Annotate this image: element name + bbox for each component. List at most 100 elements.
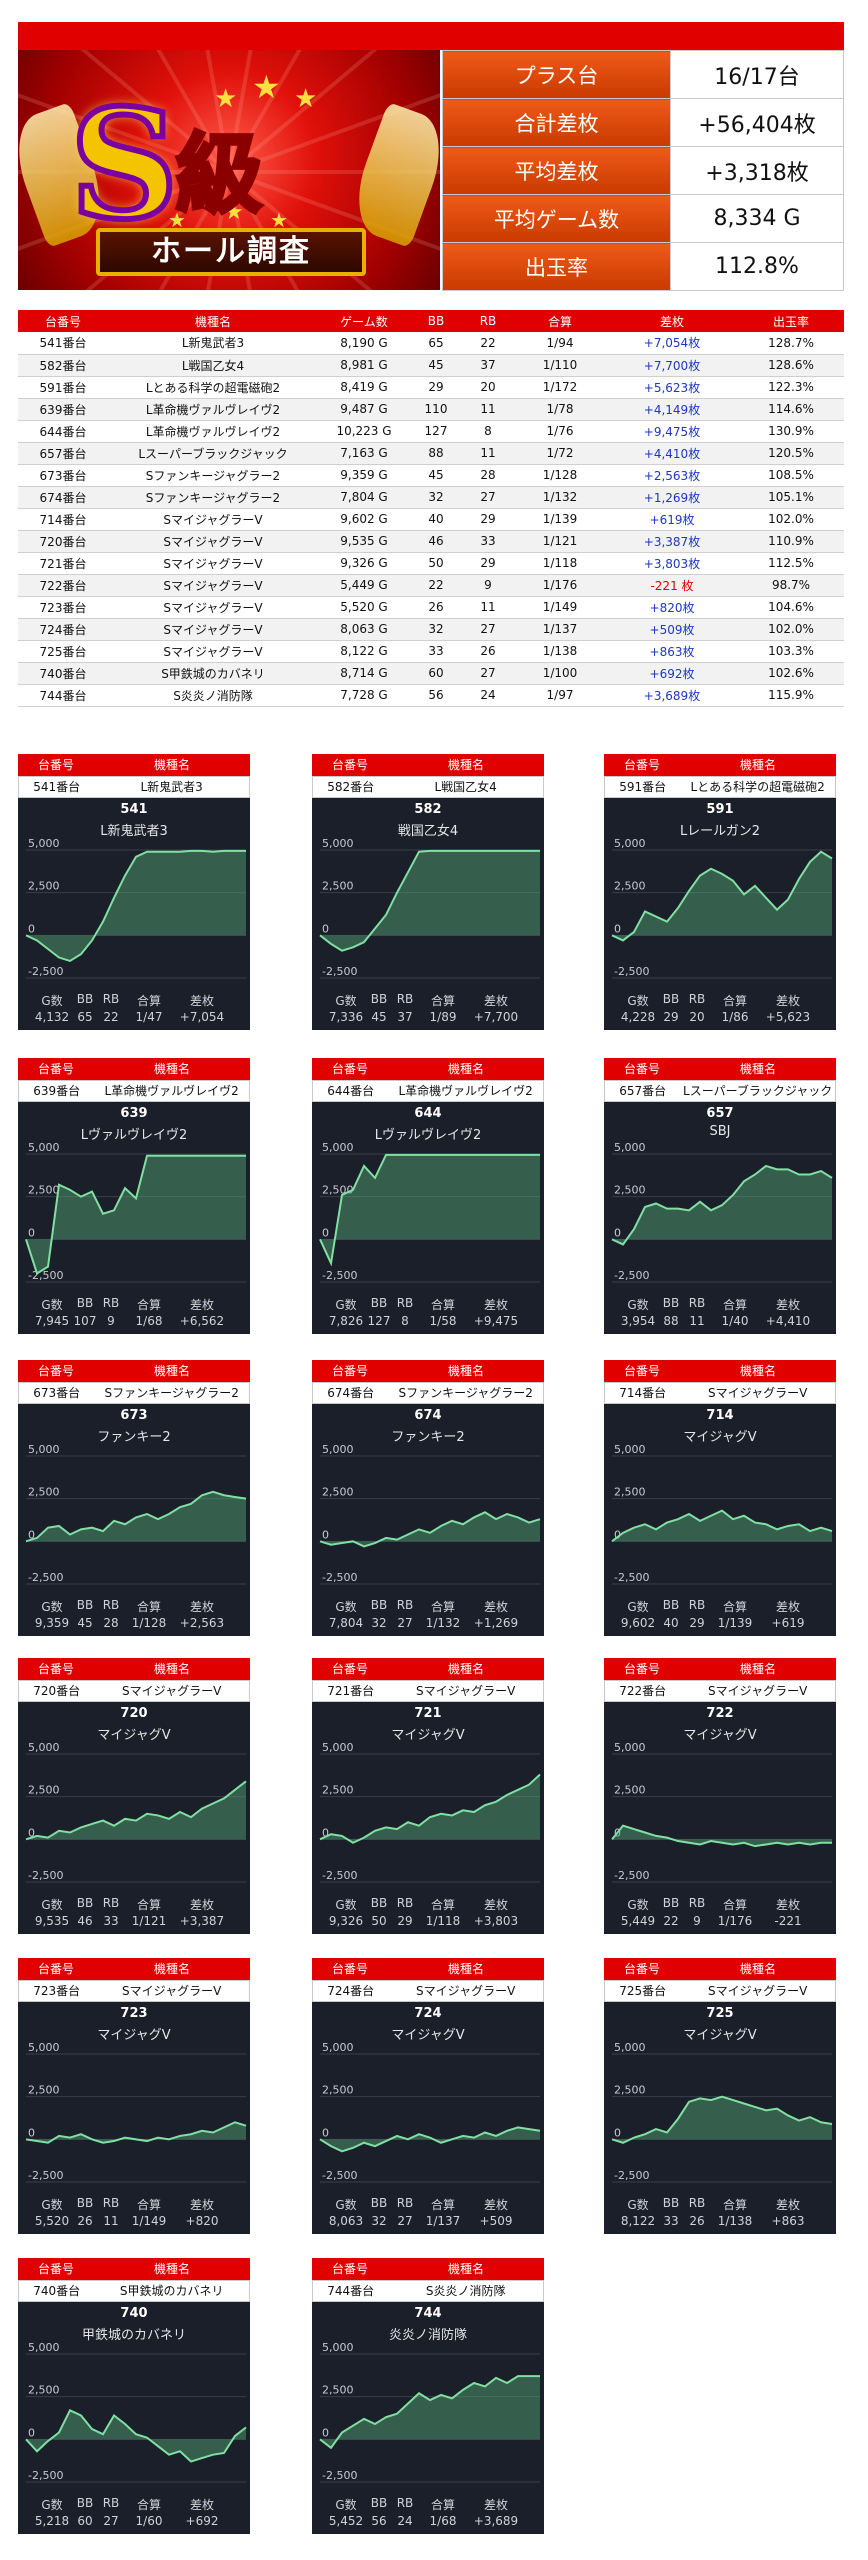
table-row: 723番台 SマイジャグラーV 5,520 G 26 11 1/149 +820枚 104.6… bbox=[18, 596, 844, 619]
cell-payout-rate: 103.3% bbox=[738, 640, 844, 663]
cell-payout-rate: 115.9% bbox=[738, 684, 844, 707]
payout-area bbox=[26, 2122, 246, 2143]
stat-bb-label: BB bbox=[76, 1598, 94, 1612]
card-graph-title: マイジャグV bbox=[97, 1728, 171, 1743]
card-machine-name: SマイジャグラーV bbox=[416, 1684, 516, 1698]
card-header-no: 台番号 bbox=[331, 1962, 368, 1976]
cell-machine-no: 639番台 bbox=[18, 398, 108, 421]
card-header: 台番号 機種名 bbox=[18, 1958, 250, 1980]
card-header: 台番号 機種名 bbox=[18, 2258, 250, 2280]
cell-combined: 1/128 bbox=[514, 464, 606, 487]
stat-rb-label: RB bbox=[688, 1896, 706, 1910]
summary-row: 出玉率 112.8% bbox=[442, 242, 844, 291]
y-tick-5000: 5,000 bbox=[28, 838, 60, 850]
table-row: 644番台 L革命機ヴァルヴレイヴ2 10,223 G 127 8 1/76 +9,475枚… bbox=[18, 420, 844, 443]
stat-combined-label: 合算 bbox=[722, 1298, 747, 1312]
y-tick-minus-2500: -2,500 bbox=[28, 2469, 63, 2482]
cell-rb: 11 bbox=[462, 596, 514, 619]
column-header: 台番号 bbox=[18, 310, 108, 332]
card-graph-title: ファンキー2 bbox=[97, 1430, 171, 1445]
cell-machine-no: 721番台 bbox=[18, 552, 108, 575]
y-tick-minus-2500: -2,500 bbox=[28, 965, 63, 978]
card-header-no: 台番号 bbox=[37, 1962, 74, 1976]
machine-card: 台番号 機種名 714番台 SマイジャグラーV 714 マイジャグV G数 BB RB 合算 差枚 9… bbox=[604, 1360, 836, 1636]
card-stat-values: 9,359 45 28 1/128 +2,563 bbox=[32, 1616, 246, 1630]
card-machine-info: 724番台 SマイジャグラーV bbox=[312, 1980, 544, 2002]
stat-bb-label: BB bbox=[76, 2496, 94, 2510]
card-machine-info: 541番台 L新鬼武者3 bbox=[18, 776, 250, 798]
stat-games-value: 7,826 bbox=[328, 1314, 364, 1328]
card-machine-no: 591番台 bbox=[619, 780, 667, 794]
card-stat-values: 5,218 60 27 1/60 +692 bbox=[32, 2514, 246, 2528]
cell-bb: 32 bbox=[410, 618, 462, 641]
card-machine-no: 674番台 bbox=[327, 1386, 375, 1400]
stat-rb-label: RB bbox=[396, 1296, 414, 1310]
card-header-no: 台番号 bbox=[623, 1062, 660, 1076]
card-graph-panel: 724 マイジャグV G数 BB RB 合算 差枚 8,063 32 27 1/137 +509 5,0… bbox=[312, 2002, 544, 2234]
card-graph-number: 639 bbox=[120, 1106, 148, 1121]
stat-bb-value: 56 bbox=[371, 2514, 387, 2528]
cell-combined: 1/149 bbox=[514, 596, 606, 619]
cell-machine-no: 644番台 bbox=[18, 420, 108, 443]
stat-bb-label: BB bbox=[662, 1896, 680, 1910]
payout-area bbox=[612, 1510, 832, 1542]
summary-value: +3,318枚 bbox=[670, 146, 844, 195]
card-machine-no: 724番台 bbox=[327, 1984, 375, 1998]
stat-diff-label: 差枚 bbox=[483, 994, 508, 1008]
stat-combined-label: 合算 bbox=[722, 994, 747, 1008]
card-stat-values: 5,520 26 11 1/149 +820 bbox=[32, 2214, 246, 2228]
cell-combined: 1/72 bbox=[514, 442, 606, 465]
card-graph-panel: 725 マイジャグV G数 BB RB 合算 差枚 8,122 33 26 1/138 +863 5,0… bbox=[604, 2002, 836, 2234]
card-machine-info: 591番台 Lとある科学の超電磁砲2 bbox=[604, 776, 836, 798]
stat-combined-label: 合算 bbox=[430, 994, 455, 1008]
stat-rb-value: 27 bbox=[397, 2214, 413, 2228]
cell-machine-name: L新鬼武者3 bbox=[108, 332, 318, 355]
cell-games: 8,063 G bbox=[318, 618, 410, 641]
cell-machine-name: Sファンキージャグラー2 bbox=[108, 486, 318, 509]
stat-combined-value: 1/86 bbox=[721, 1010, 749, 1024]
column-header: BB bbox=[410, 310, 462, 332]
stat-diff-label: 差枚 bbox=[483, 1298, 508, 1312]
stat-combined-value: 1/176 bbox=[717, 1914, 753, 1928]
cell-bb: 45 bbox=[410, 464, 462, 487]
cell-games: 8,981 G bbox=[318, 354, 410, 377]
stat-games-label: G数 bbox=[41, 1298, 63, 1312]
cell-rb: 22 bbox=[462, 332, 514, 355]
stat-games-value: 5,218 bbox=[34, 2514, 70, 2528]
card-line-chart: 5,000 2,500 0 -2,500 bbox=[611, 1444, 833, 1585]
summary-value: +56,404枚 bbox=[670, 98, 844, 147]
stat-bb-value: 107 bbox=[73, 1314, 97, 1328]
card-machine-name: L新鬼武者3 bbox=[140, 780, 203, 794]
payout-area bbox=[26, 2410, 246, 2462]
card-graph-title: マイジャグV bbox=[391, 2028, 465, 2043]
card-header-no: 台番号 bbox=[331, 1364, 368, 1378]
y-tick-0: 0 bbox=[614, 2126, 621, 2139]
card-stat-values: 7,826 127 8 1/58 +9,475 bbox=[326, 1314, 540, 1328]
banner-title-kyu: 級 bbox=[174, 125, 264, 225]
card-header: 台番号 機種名 bbox=[312, 1360, 544, 1382]
stat-bb-label: BB bbox=[76, 1896, 94, 1910]
stat-rb-value: 28 bbox=[103, 1616, 119, 1630]
machine-card: 台番号 機種名 724番台 SマイジャグラーV 724 マイジャグV G数 BB RB 合算 差枚 8… bbox=[312, 1958, 544, 2234]
y-tick-2500: 2,500 bbox=[322, 1784, 354, 1797]
cell-games: 7,163 G bbox=[318, 442, 410, 465]
stat-games-value: 7,336 bbox=[328, 1010, 364, 1024]
cell-payout-rate: 122.3% bbox=[738, 376, 844, 399]
card-header: 台番号 機種名 bbox=[18, 1658, 250, 1680]
stat-diff-label: 差枚 bbox=[189, 2198, 214, 2212]
card-stat-values: 5,449 22 9 1/176 -221 bbox=[618, 1914, 832, 1928]
stat-bb-value: 22 bbox=[663, 1914, 679, 1928]
y-tick-minus-2500: -2,500 bbox=[322, 1869, 357, 1882]
stat-bb-label: BB bbox=[662, 2196, 680, 2210]
card-graph-panel: 582 戦国乙女4 G数 BB RB 合算 差枚 7,336 45 37 1/89 +7,700 5,0… bbox=[312, 798, 544, 1030]
y-tick-5000: 5,000 bbox=[322, 2342, 354, 2354]
summary-row: プラス台 16/17台 bbox=[442, 50, 844, 99]
card-line-chart: 5,000 2,500 0 -2,500 bbox=[319, 2042, 541, 2183]
stat-diff-label: 差枚 bbox=[483, 1600, 508, 1614]
cell-games: 7,804 G bbox=[318, 486, 410, 509]
card-graph-panel: 541 L新鬼武者3 G数 BB RB 合算 差枚 4,132 65 22 1/47 +7,054 5,… bbox=[18, 798, 250, 1030]
cell-machine-name: L戦国乙女4 bbox=[108, 354, 318, 377]
payout-area bbox=[320, 1154, 540, 1264]
cell-machine-no: 722番台 bbox=[18, 574, 108, 597]
stat-rb-label: RB bbox=[688, 992, 706, 1006]
